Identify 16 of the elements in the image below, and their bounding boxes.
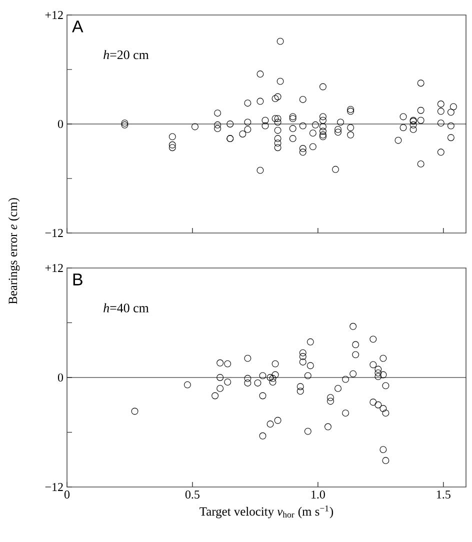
y-tick-label: −12	[45, 229, 63, 237]
x-tick-label: 1.5	[436, 490, 450, 499]
y-tick-label: −12	[45, 483, 63, 491]
y-tick-label: +12	[45, 11, 63, 19]
x-tick-label: 0	[64, 490, 70, 499]
x-axis-title: Target velocity v$_{hor}$ (m s$^{−1}$)	[200, 505, 334, 518]
x-tick-label: 0.5	[185, 490, 200, 499]
y-tick-label: 0	[58, 373, 64, 382]
annotation: h=20 cm	[104, 50, 149, 60]
annotation: B	[73, 274, 82, 286]
y-axis-title: Bearings error e (cm)	[8, 198, 20, 304]
annotation: h=40 cm	[104, 303, 149, 312]
annotation: A	[72, 20, 84, 32]
y-tick-label: +12	[45, 264, 63, 272]
x-tick-label: 1.0	[312, 490, 325, 499]
y-tick-label: 0	[58, 120, 64, 128]
